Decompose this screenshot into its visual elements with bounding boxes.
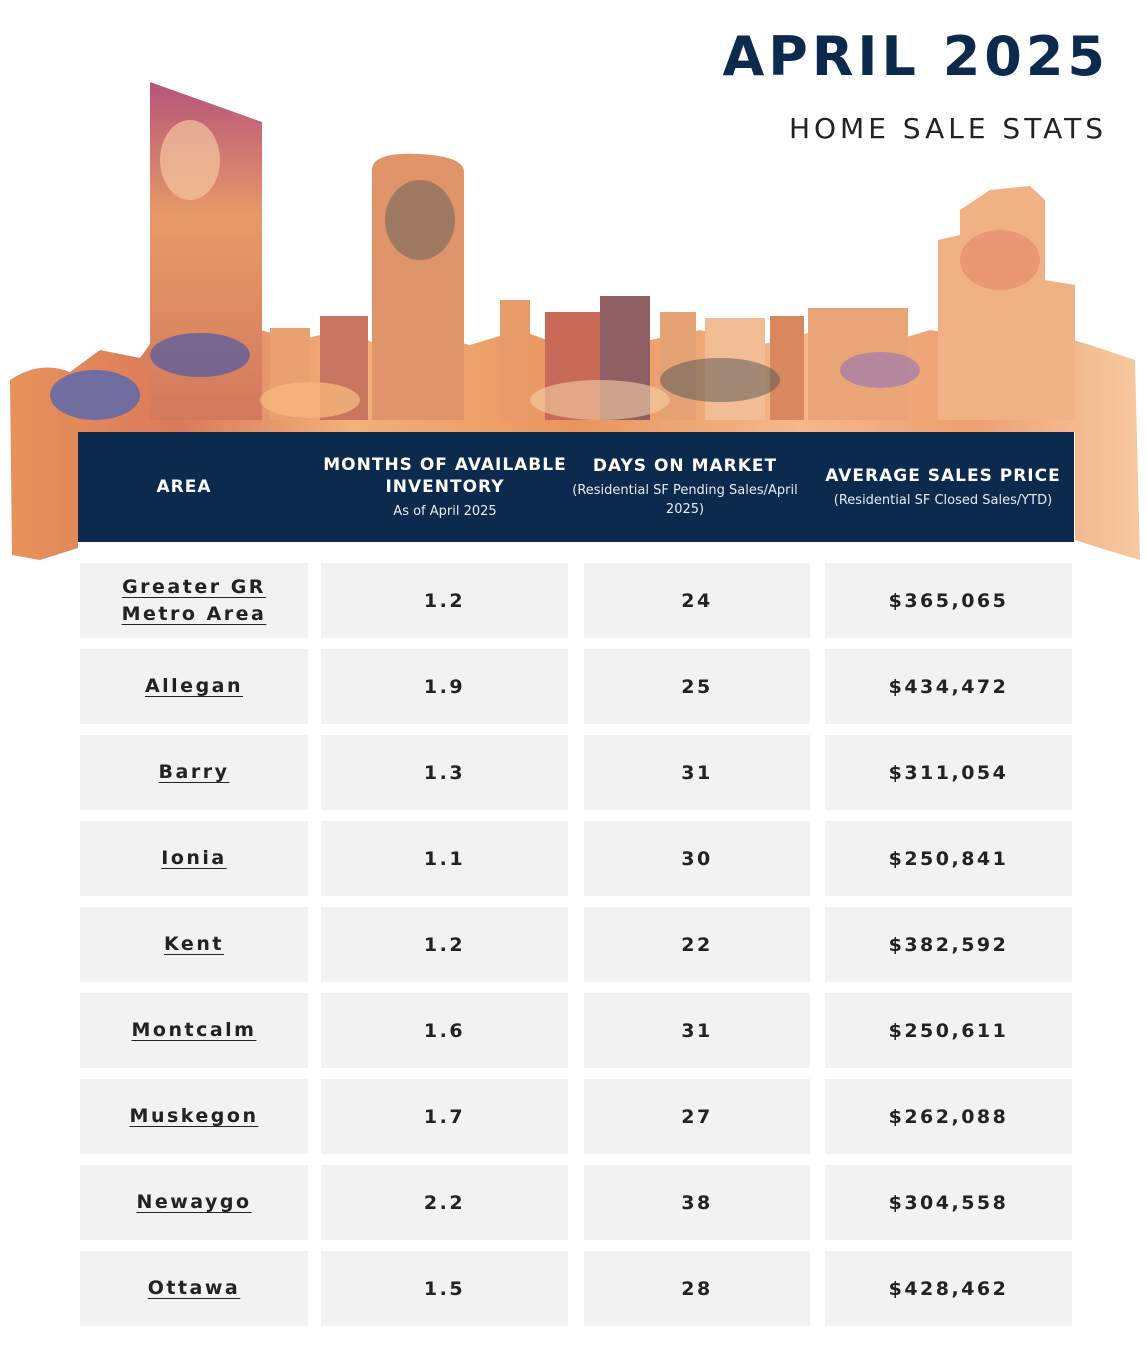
months-inventory-value: 1.2 (321, 907, 568, 982)
table-row: Montcalm 1.6 31 $250,611 (80, 993, 1074, 1068)
average-price-value: $262,088 (825, 1079, 1072, 1154)
area-link-muskegon[interactable]: Muskegon (129, 1105, 259, 1127)
days-on-market-value: 27 (584, 1079, 810, 1154)
area-link-ionia[interactable]: Ionia (161, 847, 227, 869)
average-price-value: $311,054 (825, 735, 1072, 810)
column-header-average-sales-price: AVERAGE SALES PRICE (Residential SF Clos… (825, 465, 1061, 508)
average-price-value: $304,558 (825, 1165, 1072, 1240)
months-inventory-value: 1.1 (321, 821, 568, 896)
area-link-ottawa[interactable]: Ottawa (147, 1277, 241, 1299)
average-price-value: $382,592 (825, 907, 1072, 982)
table-row: Newaygo 2.2 38 $304,558 (80, 1165, 1074, 1240)
column-header-months-inventory: MONTHS OF AVAILABLE INVENTORY As of Apri… (323, 454, 567, 519)
months-inventory-value: 1.7 (321, 1079, 568, 1154)
page-title: APRIL 2025 (722, 25, 1109, 88)
area-link-allegan[interactable]: Allegan (144, 675, 244, 697)
table-row: Kent 1.2 22 $382,592 (80, 907, 1074, 982)
days-on-market-value: 24 (584, 563, 810, 638)
months-inventory-value: 1.6 (321, 993, 568, 1068)
area-link-greater-gr[interactable]: Greater GR Metro Area (121, 575, 267, 625)
months-inventory-value: 1.2 (321, 563, 568, 638)
days-on-market-value: 38 (584, 1165, 810, 1240)
city-skyline-illustration (10, 82, 1140, 560)
area-link-montcalm[interactable]: Montcalm (131, 1019, 257, 1041)
average-price-value: $434,472 (825, 649, 1072, 724)
days-on-market-value: 31 (584, 993, 810, 1068)
table-row: Muskegon 1.7 27 $262,088 (80, 1079, 1074, 1154)
months-inventory-value: 1.5 (321, 1251, 568, 1326)
average-price-value: $365,065 (825, 563, 1072, 638)
stats-table-body: Greater GR Metro Area 1.2 24 $365,065 Al… (80, 563, 1074, 1337)
average-price-value: $428,462 (825, 1251, 1072, 1326)
days-on-market-value: 28 (584, 1251, 810, 1326)
table-row: Allegan 1.9 25 $434,472 (80, 649, 1074, 724)
days-on-market-value: 31 (584, 735, 810, 810)
table-row: Ottawa 1.5 28 $428,462 (80, 1251, 1074, 1326)
area-link-kent[interactable]: Kent (164, 933, 224, 955)
column-header-area: AREA (156, 477, 212, 497)
table-header: AREA MONTHS OF AVAILABLE INVENTORY As of… (78, 432, 1074, 542)
page-subtitle: HOME SALE STATS (788, 112, 1107, 145)
days-on-market-value: 22 (584, 907, 810, 982)
area-link-newaygo[interactable]: Newaygo (136, 1191, 252, 1213)
area-link-barry[interactable]: Barry (158, 761, 230, 783)
average-price-value: $250,611 (825, 993, 1072, 1068)
table-row: Ionia 1.1 30 $250,841 (80, 821, 1074, 896)
days-on-market-value: 25 (584, 649, 810, 724)
table-row: Barry 1.3 31 $311,054 (80, 735, 1074, 810)
days-on-market-value: 30 (584, 821, 810, 896)
average-price-value: $250,841 (825, 821, 1072, 896)
months-inventory-value: 1.9 (321, 649, 568, 724)
months-inventory-value: 2.2 (321, 1165, 568, 1240)
table-row: Greater GR Metro Area 1.2 24 $365,065 (80, 563, 1074, 638)
months-inventory-value: 1.3 (321, 735, 568, 810)
column-header-days-on-market: DAYS ON MARKET (Residential SF Pending S… (572, 456, 798, 517)
